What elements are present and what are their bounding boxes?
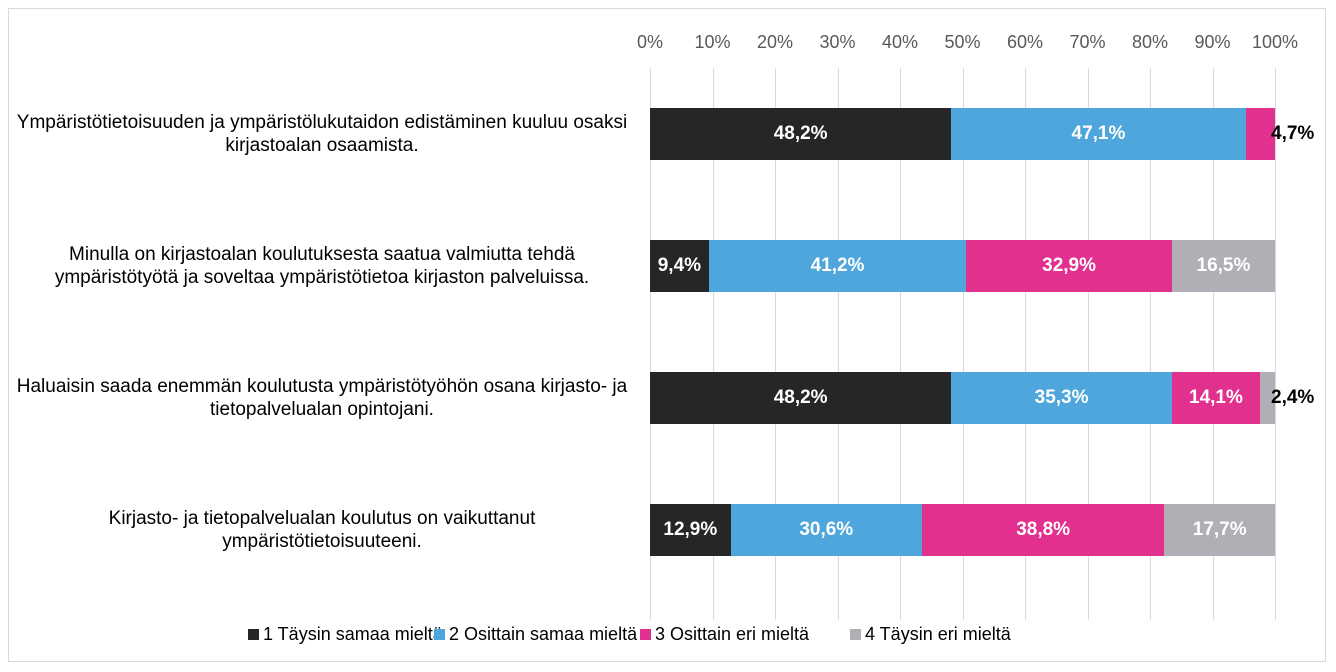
- grid-line: [650, 68, 651, 620]
- bar-segment: [1164, 504, 1275, 556]
- bar-segment: [730, 504, 922, 556]
- bar-segment: [650, 504, 731, 556]
- x-tick-label: 30%: [819, 32, 856, 52]
- bar-segment: [1245, 108, 1275, 160]
- data-label: 35,3%: [1034, 387, 1089, 408]
- grid-line: [712, 68, 714, 620]
- legend-label: 1 Täysin samaa mieltä: [263, 624, 443, 644]
- x-tick-label: 10%: [694, 32, 731, 52]
- legend-item: 2 Osittain samaa mieltä: [434, 624, 637, 645]
- x-tick-label: 50%: [944, 32, 981, 52]
- x-tick-label: 70%: [1069, 32, 1106, 52]
- category-label: Haluaisin saada enemmän koulutusta ympär…: [16, 376, 628, 420]
- x-tick-label: 20%: [756, 32, 794, 52]
- legend-label: 2 Osittain samaa mieltä: [449, 624, 638, 644]
- bar-segment: [1171, 240, 1275, 292]
- grid-line: [1212, 68, 1214, 620]
- data-label: 48,2%: [773, 387, 828, 408]
- grid-line: [1275, 68, 1276, 620]
- bar-segment: [1171, 372, 1260, 424]
- data-label: 12,9%: [663, 519, 718, 540]
- grid-line: [900, 68, 901, 620]
- bar-segment: [650, 240, 709, 292]
- legend-label: 4 Täysin eri mieltä: [865, 624, 1011, 644]
- legend-swatch: [640, 629, 651, 640]
- legend-item: 1 Täysin samaa mieltä: [248, 624, 443, 645]
- bar-segment: [951, 372, 1172, 424]
- chart-frame: [8, 8, 1326, 662]
- data-label: 41,2%: [810, 255, 865, 276]
- data-label: 30,6%: [799, 519, 854, 540]
- bar-segment: [951, 108, 1246, 160]
- bar-segment: [966, 240, 1172, 292]
- grid-line: [1087, 68, 1089, 620]
- grid-line: [837, 68, 839, 620]
- legend-label: 3 Osittain eri mieltä: [655, 624, 810, 644]
- data-label: 32,9%: [1042, 255, 1096, 276]
- bar-segment: [1260, 372, 1275, 424]
- data-label: 9,4%: [657, 255, 702, 276]
- x-tick-label: 0%: [636, 32, 664, 52]
- grid-line: [775, 68, 776, 620]
- data-label: 16,5%: [1196, 255, 1251, 276]
- x-tick-label: 100%: [1251, 32, 1299, 52]
- bar-segment: [650, 108, 952, 160]
- bar-segment: [650, 372, 952, 424]
- data-label: 48,2%: [773, 123, 828, 144]
- legend-swatch: [434, 629, 445, 640]
- category-label: Kirjasto- ja tietopalvelualan koulutus o…: [108, 508, 536, 552]
- x-tick-label: 80%: [1131, 32, 1169, 52]
- grid-line: [1025, 68, 1026, 620]
- legend-item: 3 Osittain eri mieltä: [640, 624, 809, 645]
- legend-item: 4 Täysin eri mieltä: [850, 624, 1011, 645]
- data-label: 17,7%: [1192, 519, 1247, 540]
- legend-swatch: [248, 629, 259, 640]
- legend-swatch: [850, 629, 861, 640]
- x-tick-label: 90%: [1194, 32, 1231, 52]
- bar-segment: [921, 504, 1165, 556]
- category-label: Minulla on kirjastoalan koulutuksesta sa…: [54, 244, 590, 288]
- category-label: Ympäristötietoisuuden ja ympäristölukuta…: [16, 112, 628, 156]
- data-label: 14,1%: [1189, 387, 1243, 408]
- x-tick-label: 40%: [881, 32, 919, 52]
- x-tick-label: 60%: [1006, 32, 1044, 52]
- grid-line: [1150, 68, 1151, 620]
- data-label: 47,1%: [1071, 123, 1126, 144]
- grid-line: [962, 68, 964, 620]
- data-label: 2,4%: [1271, 387, 1315, 408]
- bar-segment: [708, 240, 967, 292]
- data-label: 4,7%: [1271, 123, 1315, 144]
- data-label: 38,8%: [1016, 519, 1071, 540]
